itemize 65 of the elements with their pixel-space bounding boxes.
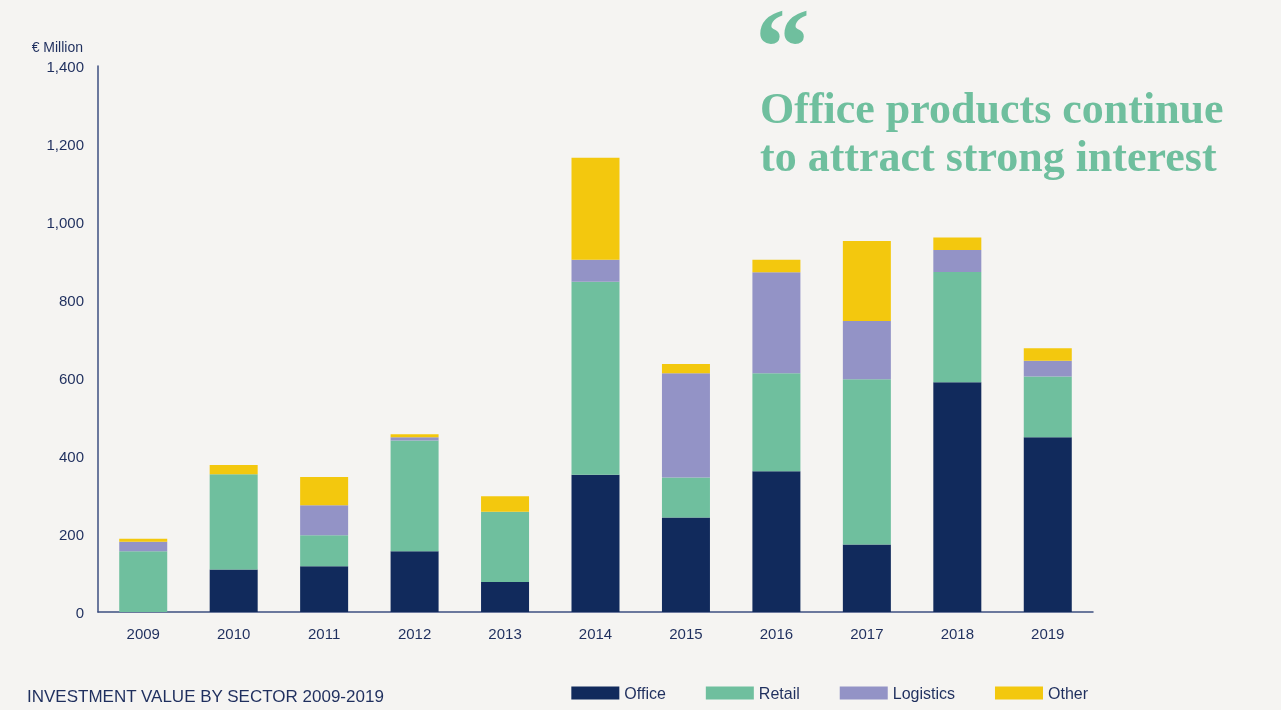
bar (209, 464, 258, 475)
y-tick-label: 200 (58, 525, 84, 543)
bar (752, 373, 801, 472)
bar (933, 382, 982, 612)
bar (842, 544, 891, 612)
bar (300, 535, 349, 567)
bar (119, 551, 168, 612)
y-tick-label: 1,200 (46, 135, 84, 153)
legend-label: Logistics (892, 684, 955, 702)
bar (209, 474, 258, 570)
bar (661, 363, 710, 374)
bar (571, 157, 620, 260)
bar (933, 250, 982, 272)
x-tick-label: 2011 (308, 625, 341, 642)
bar (1023, 376, 1072, 438)
legend-label: Office (624, 684, 666, 702)
bar (119, 538, 168, 542)
annotation: Office products continue to attract strong interest (760, 83, 1235, 181)
bar (933, 237, 982, 251)
x-tick-label: 2013 (488, 625, 522, 642)
y-tick-label: 600 (58, 369, 84, 387)
legend-label: Other (1047, 684, 1089, 702)
bar (571, 281, 620, 475)
bar (300, 505, 349, 536)
bar (209, 569, 258, 612)
bar (1023, 348, 1072, 361)
bar (571, 259, 620, 282)
x-tick-label: 2015 (669, 625, 703, 642)
x-tick-label: 2016 (759, 625, 794, 642)
x-tick-label: 2010 (216, 625, 251, 642)
bar (933, 271, 982, 383)
bar (842, 379, 891, 545)
bar (300, 566, 349, 612)
bar (390, 440, 439, 552)
bar (571, 474, 620, 612)
bar (661, 517, 710, 612)
bar (1023, 360, 1072, 377)
x-tick-label: 2014 (578, 625, 613, 642)
bar (842, 321, 891, 380)
x-tick-label: 2019 (1031, 625, 1065, 642)
y-tick-label: 800 (58, 291, 84, 309)
bar (481, 511, 530, 582)
bar (1023, 437, 1072, 612)
y-tick-label: 1,400 (46, 57, 84, 75)
x-tick-label: 2017 (850, 625, 884, 642)
bar (119, 541, 168, 552)
legend-label: Retail (758, 684, 800, 702)
bar (752, 471, 801, 612)
bar (390, 551, 439, 612)
bar (661, 477, 710, 518)
bar (300, 477, 349, 506)
bar (481, 496, 530, 512)
bar (842, 241, 891, 322)
x-tick-label: 2009 (126, 625, 160, 642)
bar (752, 259, 801, 273)
y-tick-label: 400 (58, 447, 84, 465)
y-tick-label: 0 (75, 603, 84, 621)
bar (661, 373, 710, 478)
x-tick-label: 2012 (397, 625, 432, 642)
x-tick-label: 2018 (940, 625, 975, 642)
bar (481, 581, 530, 612)
bar (752, 272, 801, 374)
y-axis-title: € Million (31, 39, 83, 55)
y-tick-label: 1,000 (46, 213, 84, 231)
text: INVESTMENT VALUE BY SECTOR 2009-2019 (27, 687, 384, 706)
